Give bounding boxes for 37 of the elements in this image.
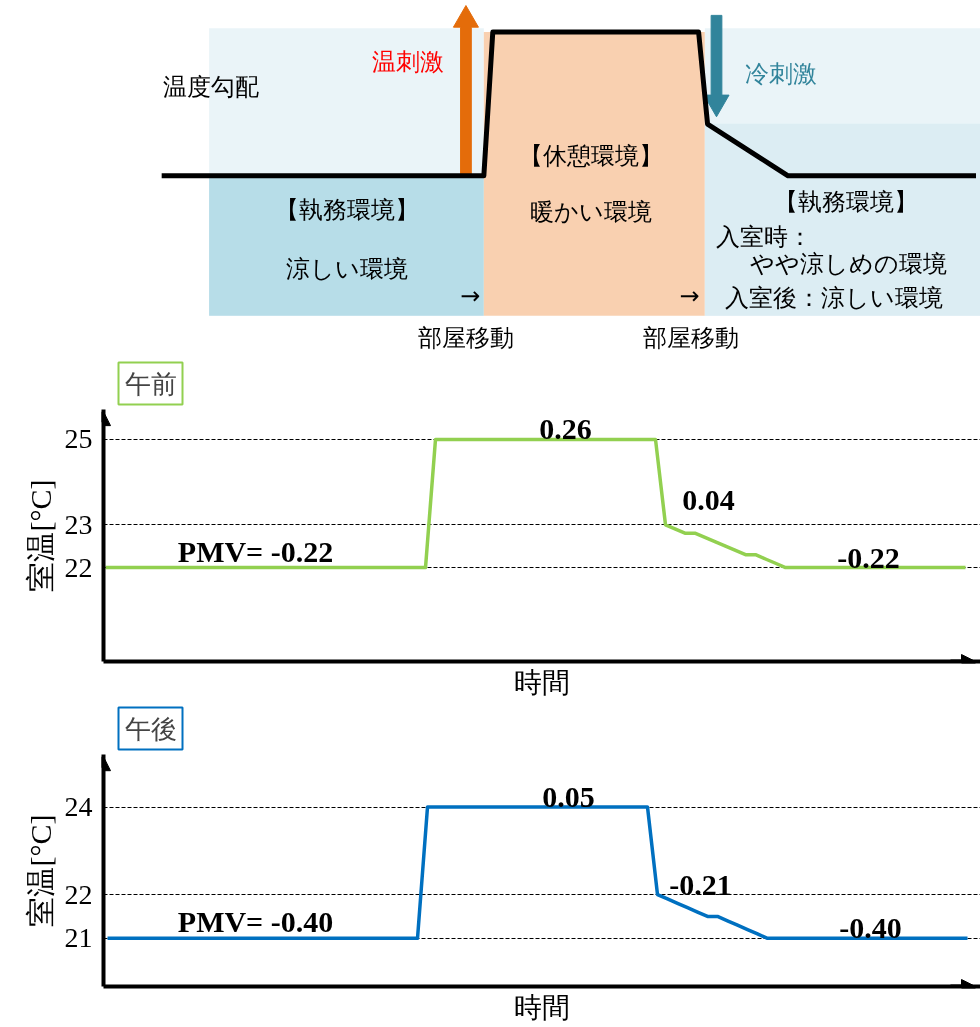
y-tick-label: 24 bbox=[64, 791, 93, 823]
line-series bbox=[105, 805, 970, 941]
annotation: 0.04 bbox=[682, 482, 735, 516]
annotation: -0.21 bbox=[669, 867, 732, 901]
chart-title: 午後 bbox=[124, 713, 177, 744]
annotation: PMV= -0.40 bbox=[177, 905, 334, 939]
y-tick-label: 23 bbox=[64, 508, 93, 540]
x-axis-title: 時間 bbox=[514, 666, 570, 698]
y-tick-label: 22 bbox=[64, 878, 93, 910]
y-axis-title: 室温[°C] bbox=[23, 814, 57, 927]
x-axis-title: 時間 bbox=[514, 991, 570, 1023]
text: → bbox=[460, 281, 481, 310]
text: 暖かい環境 bbox=[530, 198, 653, 227]
annotation: 0.26 bbox=[539, 412, 592, 446]
annotation: 0.05 bbox=[542, 780, 595, 814]
annotation: 温刺激 bbox=[371, 47, 444, 76]
annotation: -0.40 bbox=[839, 911, 902, 945]
text: 【執務環境】 bbox=[774, 188, 919, 217]
y-axis-title: 室温[°C] bbox=[23, 479, 57, 592]
text: → bbox=[679, 281, 700, 310]
annotation: 温度勾配 bbox=[162, 73, 259, 102]
text: 【執務環境】 bbox=[274, 196, 419, 225]
text: 入室後：涼しい環境 bbox=[724, 283, 943, 312]
line-series bbox=[103, 437, 968, 570]
annotation: PMV= -0.22 bbox=[177, 534, 334, 568]
annotation: 【休憩環境】 bbox=[519, 142, 664, 171]
text: 入室時： bbox=[715, 222, 812, 251]
text: 部屋移動 bbox=[417, 324, 514, 353]
y-tick-label: 25 bbox=[64, 423, 93, 455]
y-tick-label: 21 bbox=[64, 922, 93, 954]
annotation: 冷刺激 bbox=[744, 60, 817, 89]
text: 涼しい環境 bbox=[285, 255, 408, 284]
chart-title: 午前 bbox=[124, 368, 177, 399]
y-tick-label: 22 bbox=[64, 551, 93, 583]
annotation: -0.22 bbox=[837, 540, 900, 574]
text: 部屋移動 bbox=[643, 324, 740, 353]
text: やや涼しめの環境 bbox=[749, 250, 947, 279]
